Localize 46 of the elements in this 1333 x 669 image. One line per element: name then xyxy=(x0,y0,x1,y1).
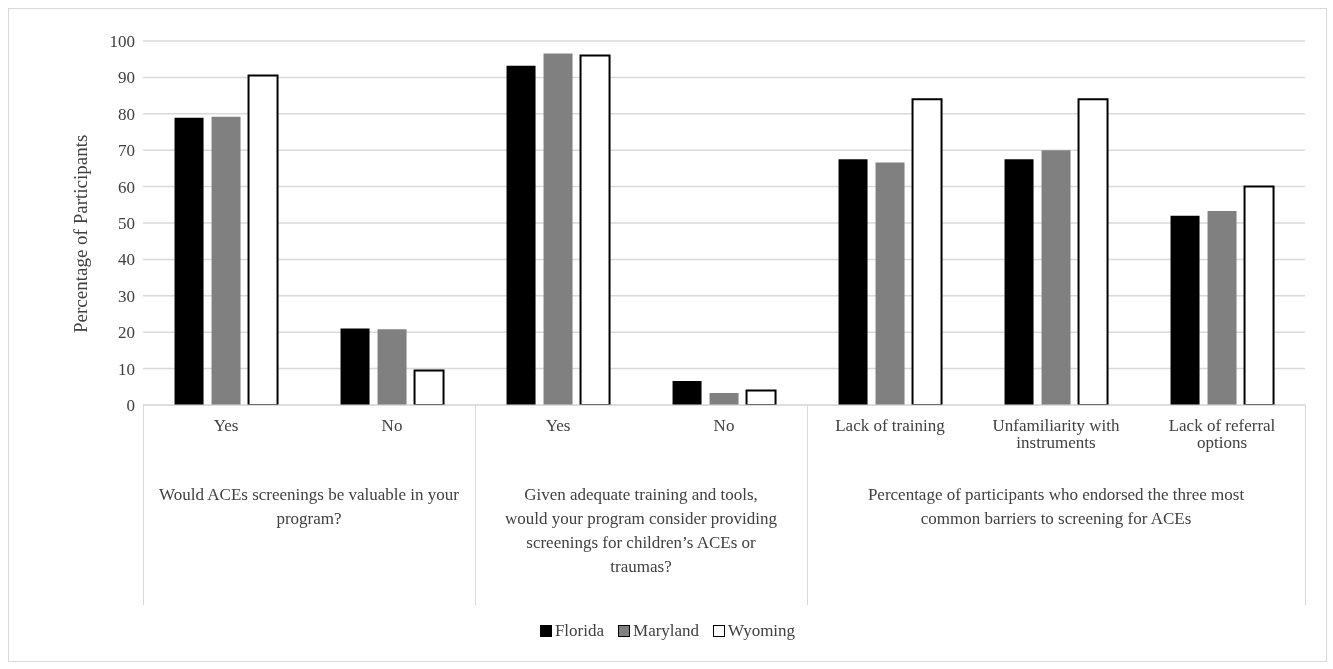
y-tick-label: 30 xyxy=(118,286,135,306)
bar xyxy=(579,54,611,405)
bar xyxy=(745,389,777,405)
y-tick-label: 10 xyxy=(118,359,135,379)
bar xyxy=(1207,210,1237,405)
bar xyxy=(247,74,279,405)
bar xyxy=(413,369,445,405)
x-tick-label: No xyxy=(381,416,403,436)
bar xyxy=(838,159,868,405)
legend-label: Florida xyxy=(553,621,605,641)
x-tick-label: Lack of referral options xyxy=(1168,416,1276,453)
bar xyxy=(1243,185,1275,405)
bar xyxy=(506,65,536,405)
x-tick-label: Unfamiliarity with instruments xyxy=(992,416,1120,453)
legend-label: Maryland xyxy=(632,621,700,641)
bar xyxy=(875,162,905,405)
x-tick-label: No xyxy=(713,416,735,436)
bar xyxy=(340,328,370,405)
legend-label: Wyoming xyxy=(727,621,796,641)
y-tick-label: 0 xyxy=(126,396,135,416)
bar xyxy=(1041,150,1071,405)
bar xyxy=(211,116,241,405)
bar xyxy=(543,53,573,405)
y-tick-label: 20 xyxy=(118,323,135,343)
bar xyxy=(672,380,702,405)
y-tick-label: 40 xyxy=(118,250,135,270)
bar xyxy=(377,329,407,405)
bar xyxy=(1004,159,1034,405)
text: Would ACEs screenings be valuable in your program? xyxy=(159,484,459,530)
y-tick-label: 50 xyxy=(118,214,135,234)
y-tick-label: 100 xyxy=(109,32,135,52)
bar xyxy=(1170,215,1200,405)
bar xyxy=(709,392,739,405)
x-tick-label: Yes xyxy=(545,416,571,436)
bar xyxy=(911,98,943,405)
y-tick-label: 70 xyxy=(118,141,135,161)
text: Percentage of participants who endorsed the three most common barriers to screening for ACEs xyxy=(866,484,1246,530)
bar xyxy=(174,117,204,405)
x-tick-label: Lack of training xyxy=(835,416,946,436)
y-axis-title: Percentage of Participants xyxy=(69,134,91,333)
y-tick-label: 80 xyxy=(118,104,135,124)
y-tick-label: 90 xyxy=(118,68,135,88)
x-tick-label: Yes xyxy=(213,416,239,436)
y-tick-label: 60 xyxy=(118,177,135,197)
text: Given adequate training and tools, would your program consider providing screenings for children’s ACEs or traumas? xyxy=(504,484,778,578)
bar xyxy=(1077,98,1109,405)
